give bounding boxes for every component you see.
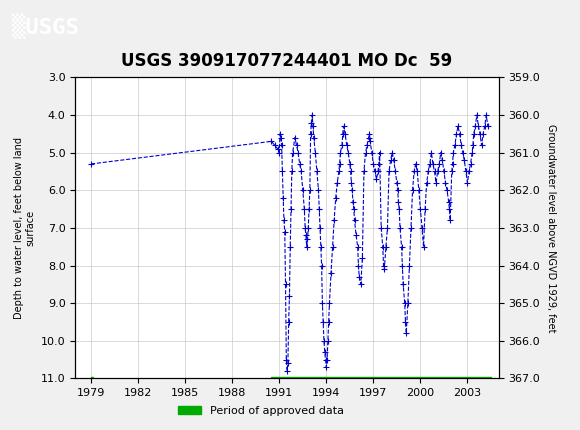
Bar <box>91 377 93 378</box>
Text: ▒USGS: ▒USGS <box>12 13 78 39</box>
Title: USGS 390917077244401 MO Dc  59: USGS 390917077244401 MO Dc 59 <box>121 52 453 70</box>
Y-axis label: Groundwater level above NGVD 1929, feet: Groundwater level above NGVD 1929, feet <box>546 124 556 332</box>
Legend: Period of approved data: Period of approved data <box>174 401 348 420</box>
Bar <box>271 377 491 378</box>
Y-axis label: Depth to water level, feet below land
surface: Depth to water level, feet below land su… <box>14 137 35 319</box>
